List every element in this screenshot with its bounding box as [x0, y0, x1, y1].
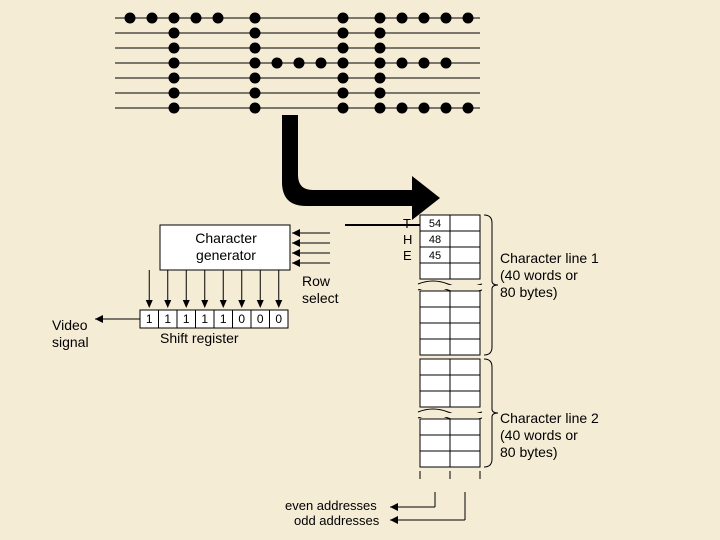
odd-addresses-label: odd addresses — [294, 513, 379, 529]
svg-text:1: 1 — [220, 312, 227, 326]
svg-text:1: 1 — [201, 312, 208, 326]
address-arrows — [390, 492, 465, 524]
svg-text:0: 0 — [238, 312, 245, 326]
shift-register: 11111000 — [140, 310, 288, 328]
svg-text:1: 1 — [146, 312, 153, 326]
svg-text:1: 1 — [164, 312, 171, 326]
row-select-label: Row select — [302, 273, 339, 307]
svg-text:48: 48 — [429, 234, 441, 246]
code-letter-H: H — [403, 232, 412, 248]
diagram-svg: 11111000 544845 — [0, 0, 720, 540]
video-signal-label: Video signal — [52, 317, 89, 351]
even-addresses-label: even addresses — [285, 498, 377, 514]
thick-arrow — [282, 115, 440, 220]
row-select-arrows — [292, 229, 330, 267]
char-line-1-label: Character line 1 (40 words or 80 bytes) — [500, 250, 599, 300]
shift-register-label: Shift register — [160, 330, 239, 347]
chargen-to-shiftreg-arrows — [146, 270, 283, 308]
svg-text:0: 0 — [275, 312, 282, 326]
char-gen-label: Character generator — [176, 230, 276, 264]
svg-text:0: 0 — [257, 312, 264, 326]
svg-text:45: 45 — [429, 250, 441, 262]
code-letter-E: E — [403, 248, 412, 264]
svg-text:54: 54 — [429, 218, 441, 230]
code-letter-T: T — [403, 216, 411, 232]
memory-grid: 54 48 45 — [418, 215, 498, 479]
svg-text:1: 1 — [183, 312, 190, 326]
char-line-2-label: Character line 2 (40 words or 80 bytes) — [500, 410, 599, 460]
